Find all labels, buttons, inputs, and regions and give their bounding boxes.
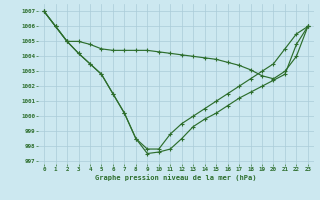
X-axis label: Graphe pression niveau de la mer (hPa): Graphe pression niveau de la mer (hPa) [95,174,257,181]
